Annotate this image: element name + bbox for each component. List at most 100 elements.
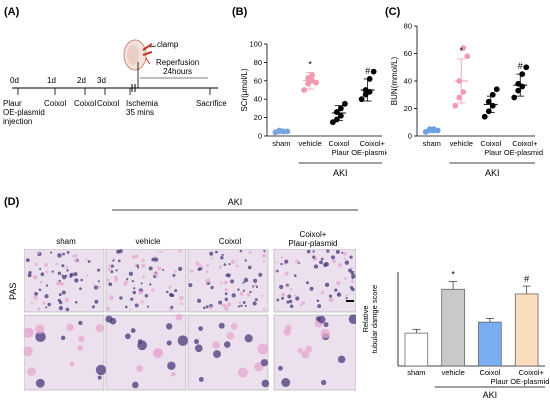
histology-nucleus <box>242 289 246 292</box>
histology-nucleus <box>42 301 46 305</box>
histology-nucleus <box>33 295 38 300</box>
histology-nucleus <box>119 296 123 300</box>
histology-nucleus <box>254 283 257 286</box>
histology-nucleus <box>283 328 291 336</box>
histology-nucleus <box>45 270 49 274</box>
histology-nucleus <box>171 371 176 377</box>
significance-mark: * <box>451 269 455 279</box>
aki-group-label: AKI <box>485 168 500 178</box>
histology-image-grid <box>24 249 356 391</box>
histology-nucleus <box>337 263 343 268</box>
histology-tile <box>24 314 105 391</box>
y-axis-title: BUN(mmol/L) <box>390 56 399 105</box>
panel-label-c: (C) <box>385 6 401 18</box>
histology-nucleus <box>240 304 243 308</box>
histology-nucleus <box>37 252 40 255</box>
histology-nucleus <box>166 340 172 346</box>
histology-nucleus <box>312 255 316 259</box>
label-clamp: clamp <box>157 40 179 49</box>
histology-nucleus <box>280 256 284 259</box>
histology-nucleus <box>180 302 183 306</box>
histology-nucleus <box>112 259 115 262</box>
histology-nucleus <box>137 340 148 351</box>
data-point <box>341 100 348 107</box>
histology-nucleus <box>341 251 344 254</box>
histology-col-coixol-plaur: Coixol+ Plaur-plasmid <box>288 230 338 248</box>
histology-nucleus <box>97 285 101 289</box>
data-point <box>493 86 500 93</box>
histology-nucleus <box>79 287 82 291</box>
histology-nucleus <box>306 281 309 285</box>
histology-nucleus <box>64 297 69 303</box>
histology-nucleus <box>132 381 139 389</box>
histology-nucleus <box>39 280 43 284</box>
histology-nucleus <box>190 269 194 274</box>
label-ischemia: Ischemia 35 mins <box>126 99 159 117</box>
histology-nucleus <box>35 331 46 343</box>
histology-nucleus <box>170 305 174 309</box>
histology-nucleus <box>198 264 203 269</box>
data-point <box>358 96 365 103</box>
x-category-label: Plaur OE-plasmid <box>484 148 543 157</box>
histology-nucleus <box>289 304 294 309</box>
histology-nucleus <box>288 299 293 304</box>
histology-nucleus <box>257 343 269 355</box>
histology-nucleus <box>205 270 209 273</box>
histology-nucleus <box>281 378 291 387</box>
x-category-label: Plaur OE-plasmid <box>332 148 387 157</box>
histology-nucleus <box>206 264 210 268</box>
histology-nucleus <box>218 322 225 329</box>
histology-nucleus <box>203 306 206 310</box>
histology-nucleus <box>218 300 223 305</box>
histology-nucleus <box>58 300 63 305</box>
label-plaur-injection: Plaur OE-plasmid injection <box>3 99 45 126</box>
x-category-label: sham <box>272 139 290 148</box>
histology-nucleus <box>344 260 350 265</box>
histology-nucleus <box>317 304 322 309</box>
histology-nucleus <box>85 274 89 277</box>
histology-nucleus <box>320 291 325 295</box>
x-category-label: Coixol+ <box>360 139 386 148</box>
histology-nucleus <box>261 379 270 388</box>
data-point <box>523 64 530 71</box>
histology-nucleus <box>77 345 84 351</box>
histology-nucleus <box>73 272 78 277</box>
histology-nucleus <box>74 258 78 262</box>
histology-nucleus <box>284 259 289 264</box>
histology-nucleus <box>71 254 75 258</box>
histology-nucleus <box>177 335 189 346</box>
histology-nucleus <box>65 266 69 269</box>
histology-nucleus <box>198 376 204 382</box>
histology-nucleus <box>221 253 224 257</box>
histology-nucleus <box>162 268 165 271</box>
histology-nucleus <box>157 266 162 271</box>
histology-nucleus <box>252 301 257 306</box>
histology-nucleus <box>316 299 320 303</box>
histology-nucleus <box>165 323 173 330</box>
bun-scatter-chart: 0 20 40 60 80 BUN(mmol/L) sham * vehicle Coixol # C… <box>390 22 543 179</box>
y-tick-label: 80 <box>404 22 412 31</box>
y-tick-label: 60 <box>404 49 412 58</box>
histology-nucleus <box>126 277 129 281</box>
histology-nucleus <box>69 272 74 277</box>
histology-nucleus <box>262 307 266 311</box>
histology-nucleus <box>62 252 65 256</box>
tubular-damage-bar-chart: Relative tubular damge score sham * vehicle C… <box>361 269 549 400</box>
histology-aki-bracket <box>112 209 358 211</box>
histology-nucleus <box>337 293 340 296</box>
significance-mark: # <box>524 274 529 284</box>
histology-nucleus <box>109 317 117 325</box>
histology-nucleus <box>74 253 78 258</box>
significance-mark: * <box>459 46 463 56</box>
histology-nucleus <box>94 299 99 304</box>
histology-nucleus <box>351 280 354 284</box>
histology-nucleus <box>38 288 42 292</box>
histology-nucleus <box>246 292 251 297</box>
aki-group-label: AKI <box>483 390 498 400</box>
histology-nucleus <box>34 262 38 266</box>
histology-nucleus <box>147 305 150 308</box>
histology-nucleus <box>150 288 155 292</box>
histology-nucleus <box>231 293 236 298</box>
histology-nucleus <box>326 249 330 253</box>
histology-nucleus <box>137 266 140 269</box>
